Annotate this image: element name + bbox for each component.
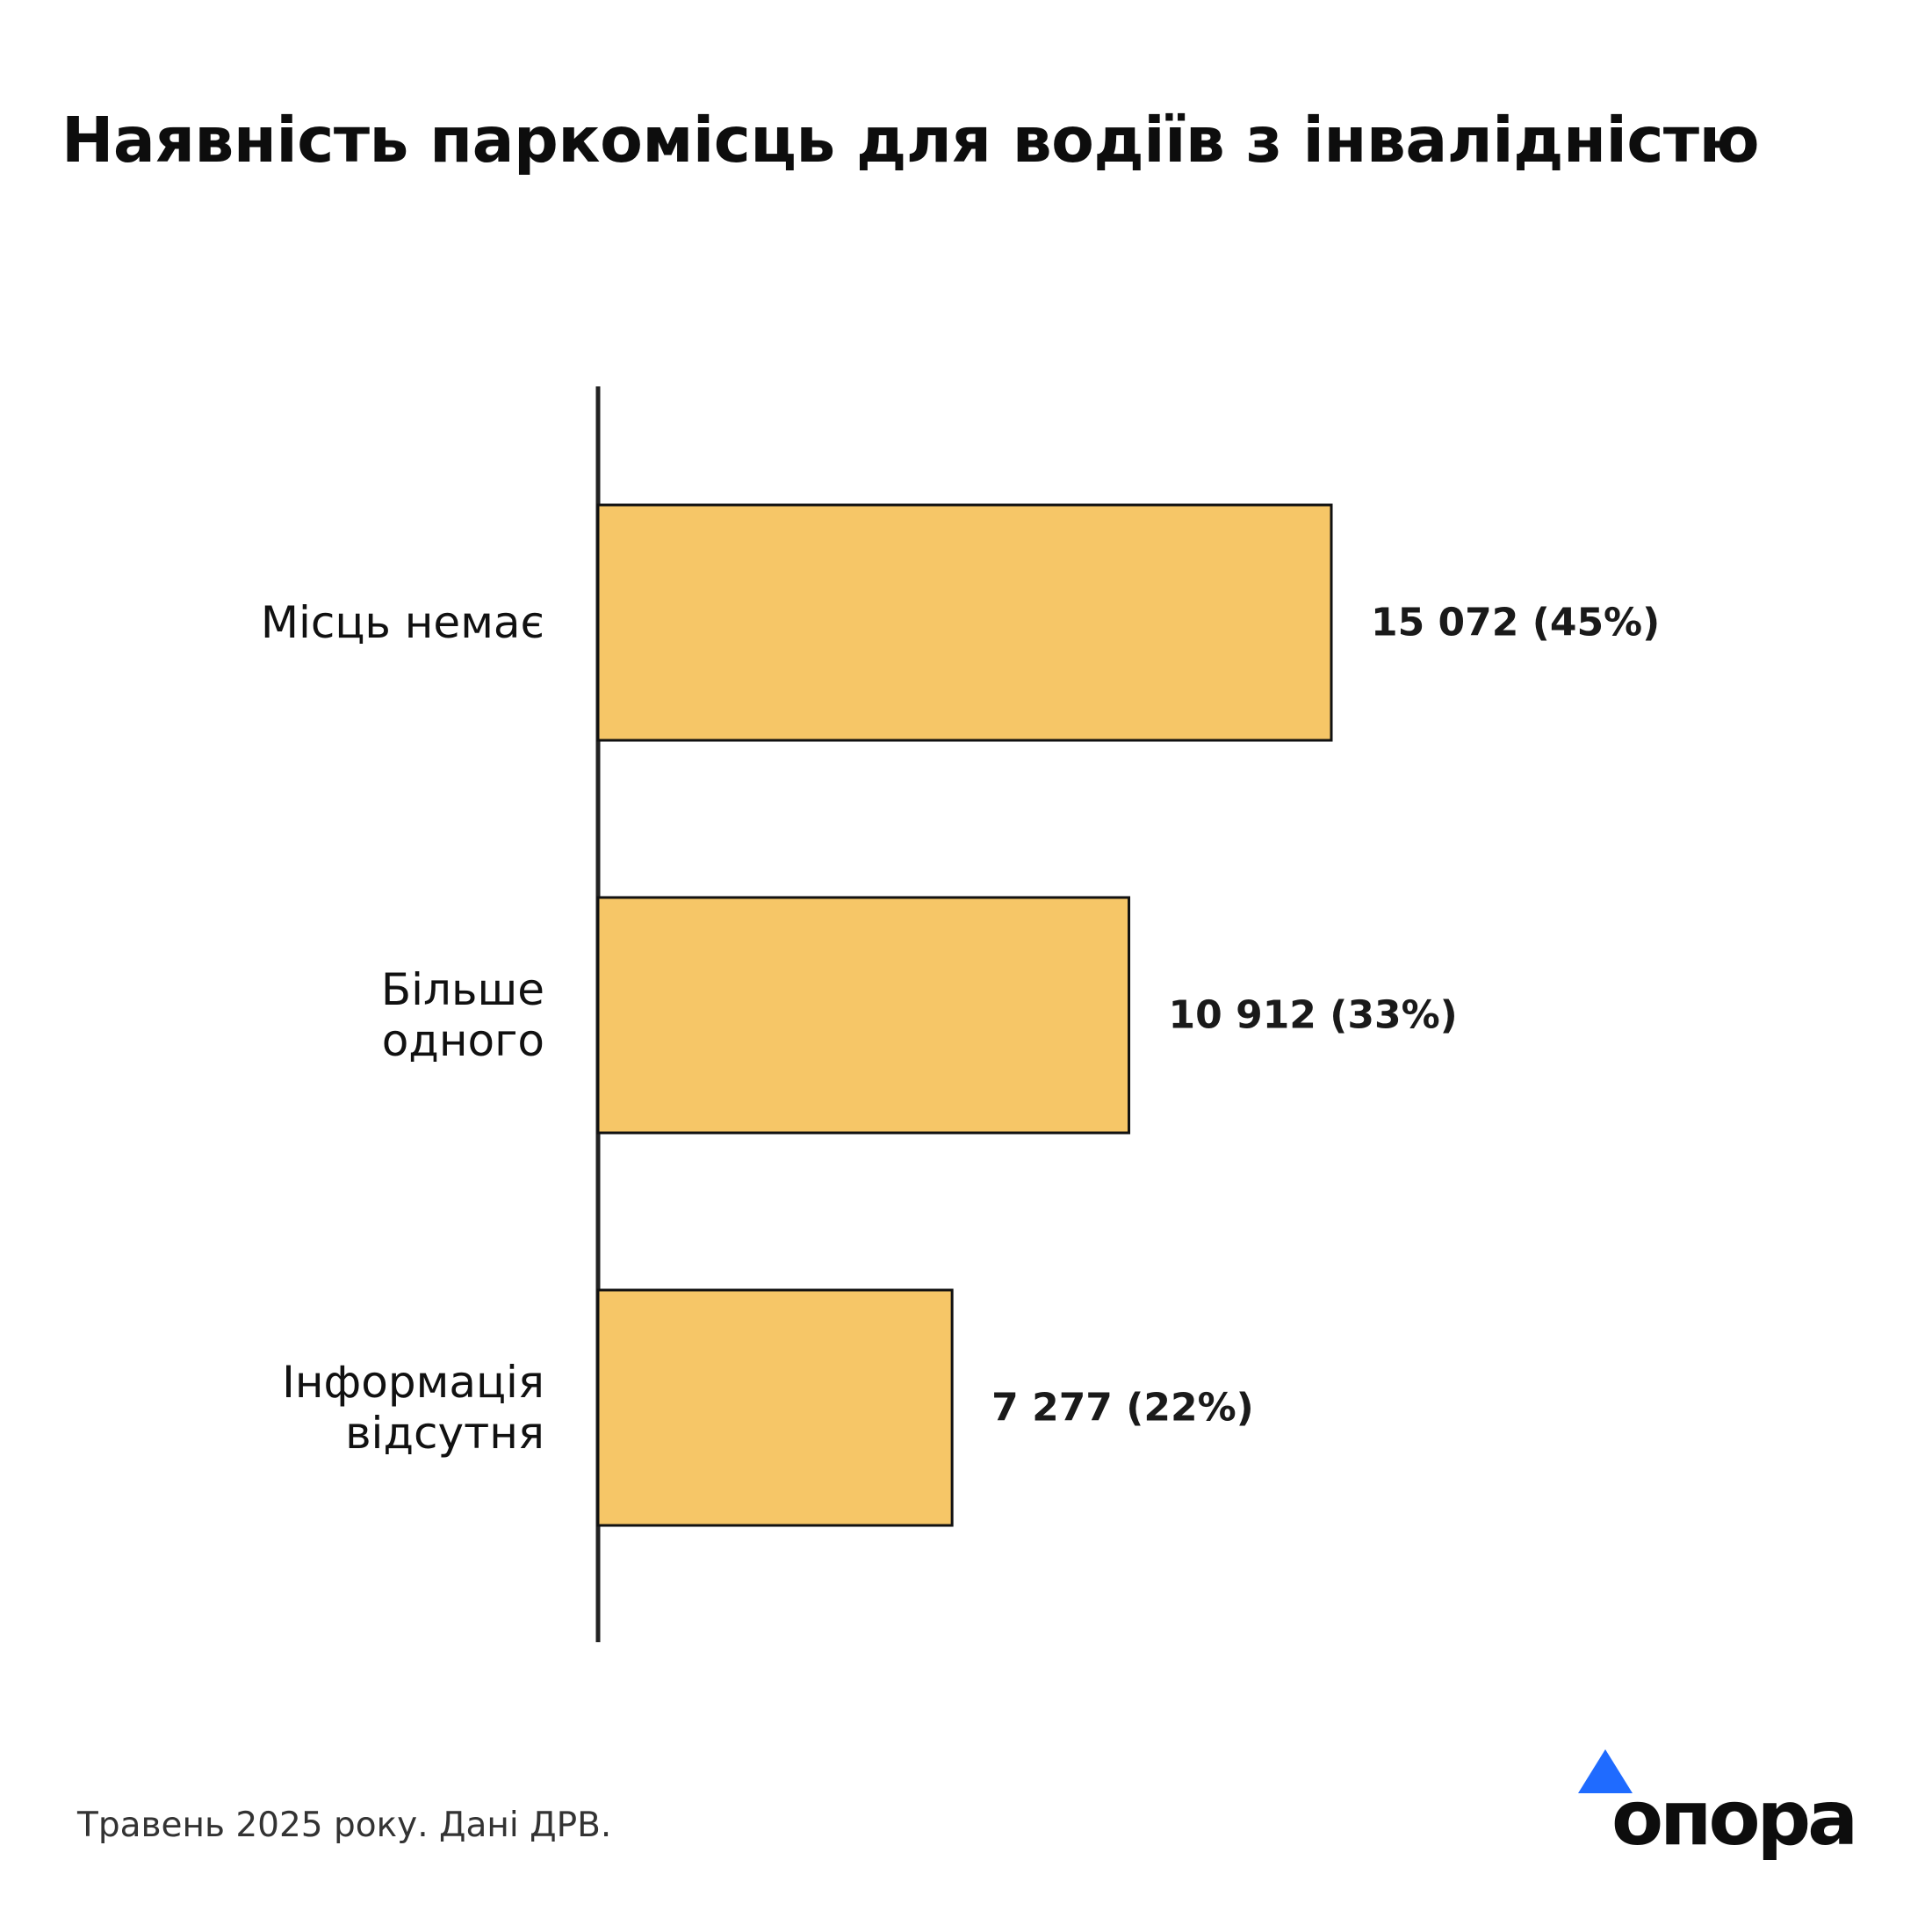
data-label: 15 072 (45%)	[1371, 601, 1660, 645]
category-label-line: Більше	[381, 964, 544, 1015]
bar	[596, 503, 1333, 742]
data-label: 7 277 (22%)	[991, 1386, 1254, 1431]
category-label-line: Місць немає	[261, 597, 544, 648]
logo-wordmark: опора	[1611, 1775, 1855, 1863]
opora-logo: опора	[1578, 1749, 1857, 1863]
chart-title: Наявність паркомісць для водіїв з інвалі…	[61, 104, 1760, 177]
triangle-icon	[1578, 1749, 1633, 1793]
category-label-line: одного	[382, 1015, 544, 1066]
data-label: 10 912 (33%)	[1169, 993, 1458, 1038]
source-note: Травень 2025 року. Дані ДРВ.	[77, 1806, 612, 1845]
category-label: Місць немає	[261, 597, 544, 648]
category-label-line: Інформація	[282, 1357, 544, 1408]
bar	[596, 896, 1131, 1135]
category-label-line: відсутня	[345, 1408, 544, 1459]
category-label: Інформація відсутня	[282, 1357, 544, 1459]
bar	[596, 1288, 954, 1527]
category-label: Більше одного	[381, 964, 544, 1066]
